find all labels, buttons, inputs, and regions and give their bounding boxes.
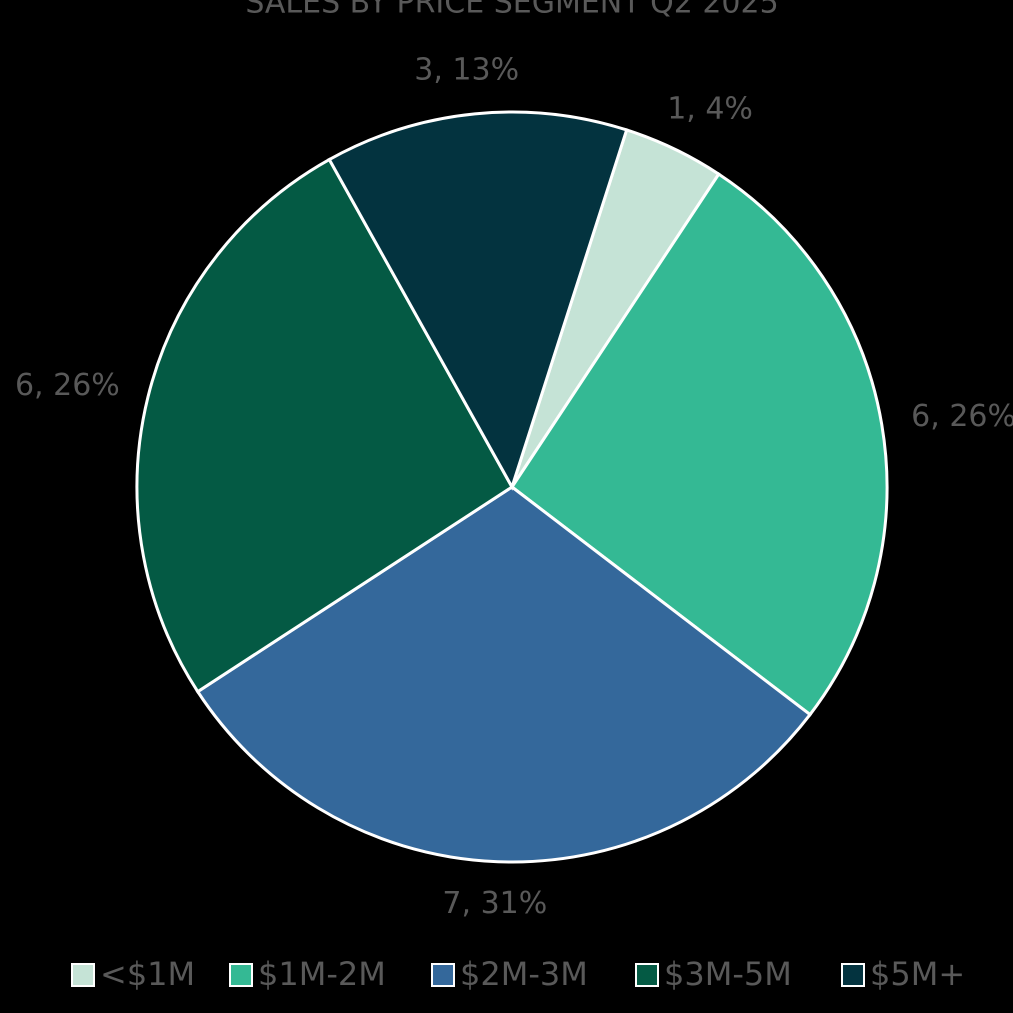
legend-swatch [841, 963, 865, 987]
legend-swatch [431, 963, 455, 987]
legend-label: $5M+ [870, 955, 965, 993]
legend-swatch [635, 963, 659, 987]
pie-slice [327, 110, 629, 491]
legend-swatch [229, 963, 253, 987]
legend-label: $2M-3M [460, 955, 588, 993]
legend-label: <$1M [100, 955, 195, 993]
data-label: 6, 26% [911, 399, 1013, 434]
data-label: 6, 26% [15, 368, 120, 403]
data-label: 1, 4% [667, 92, 753, 127]
legend-label: $3M-5M [664, 955, 792, 993]
pie-slice [509, 172, 889, 717]
pie-slice [195, 485, 813, 864]
data-label: 7, 31% [442, 886, 547, 921]
legend-swatch [71, 963, 95, 987]
legend-label: $1M-2M [258, 955, 386, 993]
data-label: 3, 13% [414, 53, 519, 88]
chart-title: SALES BY PRICE SEGMENT Q2 2025 [245, 0, 778, 21]
pie-slice [135, 157, 514, 694]
